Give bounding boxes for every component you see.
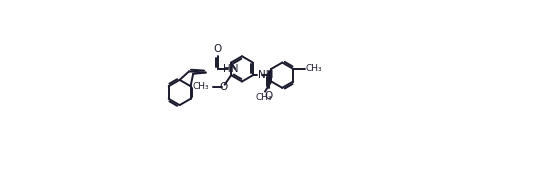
Text: CH₃: CH₃ xyxy=(306,64,322,73)
Text: CH₃: CH₃ xyxy=(192,82,209,91)
Text: O: O xyxy=(214,43,222,53)
Text: HN: HN xyxy=(224,64,239,74)
Text: O: O xyxy=(219,82,228,92)
Text: CH₃: CH₃ xyxy=(256,93,272,102)
Text: O: O xyxy=(265,91,273,101)
Text: NH: NH xyxy=(257,70,273,80)
